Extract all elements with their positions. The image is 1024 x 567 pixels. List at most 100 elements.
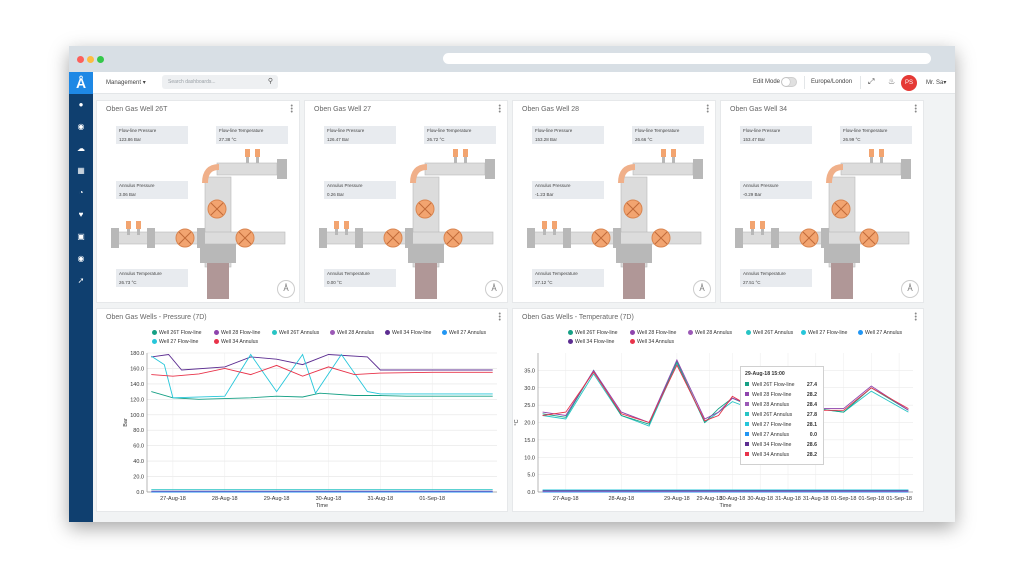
chart-tooltip: 29-Aug-18 15:00 Well 26T Flow-line 27.4 W… — [740, 366, 824, 465]
heart-icon[interactable]: ♥ — [78, 210, 84, 219]
minimize-window-icon[interactable] — [87, 56, 94, 63]
search-dashboards-input[interactable]: Search dashboards... ⚲ — [162, 75, 278, 89]
sensor-stem — [553, 229, 556, 235]
flow-line-flange — [277, 159, 287, 179]
edit-mode-toggle[interactable] — [781, 77, 797, 87]
temperature-chart: 0.0 5.0 10.0 15.0 20.0 25.0 30.0 35.0 27-Aug-18 2… — [514, 353, 913, 509]
legend-item[interactable]: Well 34 Annulus — [630, 339, 674, 345]
x-tick-label: 01-Sep-18 — [831, 496, 857, 502]
timezone-selector[interactable]: Europe/London — [811, 79, 853, 85]
y-tick-label: 120.0 — [130, 397, 144, 403]
wellhead-diagram — [319, 149, 495, 299]
legend-item[interactable]: Well 26T Flow-line — [152, 330, 201, 336]
search-icon[interactable]: ⚲ — [267, 78, 273, 85]
cloud-icon[interactable]: ☁ — [77, 144, 85, 153]
valve-spoke — [446, 231, 460, 245]
legend-swatch — [214, 330, 219, 335]
valve-spoke — [654, 231, 668, 245]
flow-pressure-box: Flow-line Pressure 126.47 Bar — [324, 126, 396, 144]
sensor-icon — [334, 221, 339, 229]
well-casing — [207, 263, 229, 299]
legend-item[interactable]: Well 27 Annulus — [858, 330, 902, 336]
well-card: Oben Gas Well 34 • • • Flow-line Pressure 1… — [720, 100, 924, 303]
flow-line-pipe — [216, 162, 278, 176]
legend-item[interactable]: Well 34 Annulus — [214, 339, 258, 345]
x-tick-label: 01-Sep-18 — [858, 496, 884, 502]
card-menu-icon[interactable]: • • • — [498, 103, 501, 116]
legend-swatch — [746, 330, 751, 335]
well-casing — [623, 263, 645, 299]
metric-label: Annulus Pressure — [327, 183, 363, 188]
sensor-stem — [870, 157, 873, 163]
chart-title: Oben Gas Wells - Temperature (7D) — [522, 314, 634, 321]
legend-item[interactable]: Well 26T Annulus — [746, 330, 793, 336]
avatar[interactable]: PS — [901, 75, 917, 91]
metric-value: 0.00 °C — [327, 280, 343, 285]
legend-item[interactable]: Well 27 Flow-line — [801, 330, 847, 336]
legend-label: Well 27 Annulus — [449, 330, 487, 336]
y-tick-label: 0.0 — [136, 490, 144, 496]
metric-label: Flow-line Pressure — [119, 128, 157, 133]
legend-item[interactable]: Well 28 Annulus — [688, 330, 732, 336]
legend-label: Well 27 Flow-line — [159, 339, 199, 345]
bell-icon[interactable]: ♨ — [888, 77, 896, 86]
flow-pressure-box: Flow-line Pressure 123.86 Bar — [116, 126, 188, 144]
user-icon[interactable]: ● — [78, 100, 84, 109]
card-menu-icon[interactable]: • • • — [914, 103, 917, 116]
card-menu-icon[interactable]: • • • — [498, 311, 501, 324]
flow-line-elbow — [410, 164, 428, 184]
sensor-stem — [662, 157, 665, 163]
sensor-icon — [344, 221, 349, 229]
flow-line-elbow — [202, 164, 220, 184]
lock-icon[interactable]: ▣ — [77, 232, 85, 241]
pipe-flange — [613, 228, 621, 248]
pie-chart-icon[interactable]: ◔ — [78, 188, 84, 197]
tooltip-series: Well 26T Flow-line — [752, 382, 795, 388]
annulus-pressure-box: Annulus Pressure 0.26 Bar — [324, 181, 396, 199]
legend-item[interactable]: Well 26T Annulus — [272, 330, 319, 336]
address-bar[interactable] — [443, 53, 931, 64]
wellhead-graphic — [735, 149, 911, 299]
annulus-pressure-box: Annulus Pressure -1.23 Bar — [532, 181, 604, 199]
sensor-stem — [256, 157, 259, 163]
metric-label: Annulus Temperature — [119, 271, 162, 276]
top-navbar: Management ▾ Search dashboards... ⚲ Edit… — [93, 72, 955, 94]
app-logo-icon[interactable]: Å — [69, 72, 93, 94]
maximize-window-icon[interactable] — [97, 56, 104, 63]
x-tick-label: 01-Sep-18 — [419, 496, 445, 502]
sensor-icon — [760, 221, 765, 229]
metric-value: -0.29 Bar — [743, 192, 762, 197]
fullscreen-icon[interactable]: ⤢ — [868, 77, 875, 86]
well-card-title: Oben Gas Well 28 — [522, 106, 580, 113]
metric-label: Annulus Pressure — [535, 183, 571, 188]
legend-item[interactable]: Well 28 Flow-line — [214, 330, 260, 336]
globe-icon[interactable]: ◉ — [77, 122, 85, 131]
tooltip-row: Well 26T Annulus 27.8 — [745, 412, 819, 422]
legend-swatch — [630, 330, 635, 335]
legend-item[interactable]: Well 34 Flow-line — [385, 330, 431, 336]
metric-value: 123.86 Bar — [119, 137, 142, 142]
sensor-stem — [751, 229, 754, 235]
legend-item[interactable]: Well 34 Flow-line — [568, 339, 614, 345]
legend-item[interactable]: Well 28 Flow-line — [630, 330, 676, 336]
dashboard-grid-icon[interactable]: ▦ — [77, 166, 85, 175]
card-menu-icon[interactable]: • • • — [914, 311, 917, 324]
chart-title: Oben Gas Wells - Pressure (7D) — [106, 314, 207, 321]
legend-item[interactable]: Well 27 Annulus — [442, 330, 486, 336]
metric-value: -1.23 Bar — [535, 192, 554, 197]
legend-item[interactable]: Well 26T Flow-line — [568, 330, 617, 336]
legend-item[interactable]: Well 27 Flow-line — [152, 339, 198, 345]
lightning-icon[interactable]: ➚ — [77, 276, 85, 285]
users-icon[interactable]: ◉ — [77, 254, 85, 263]
sensor-icon — [255, 149, 260, 157]
legend-item[interactable]: Well 28 Annulus — [330, 330, 374, 336]
card-menu-icon[interactable]: • • • — [706, 103, 709, 116]
management-menu[interactable]: Management ▾ — [106, 80, 146, 86]
search-placeholder: Search dashboards... — [168, 79, 216, 85]
x-axis-label: Time — [719, 503, 731, 509]
close-window-icon[interactable] — [77, 56, 84, 63]
card-menu-icon[interactable]: • • • — [290, 103, 293, 116]
legend-swatch — [568, 330, 573, 335]
pressure-chart-card: Oben Gas Wells - Pressure (7D) • • • Well … — [96, 308, 508, 512]
user-menu[interactable]: Mr. Sa▾ — [926, 80, 947, 86]
